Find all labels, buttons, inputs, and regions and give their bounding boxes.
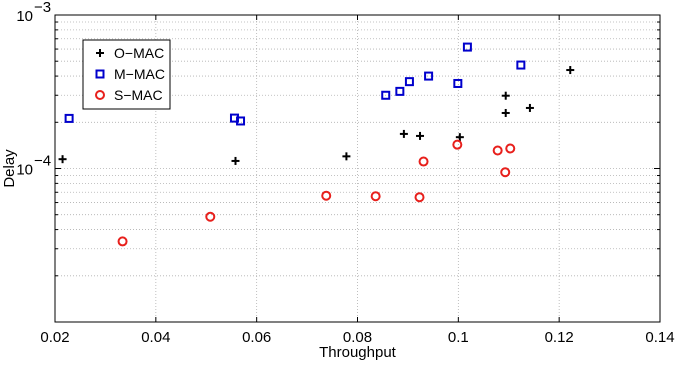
s-mac-point (95, 90, 105, 100)
o-mac-point (501, 108, 510, 117)
m-mac-point (462, 42, 472, 52)
x-tick-label: 0.02 (40, 329, 69, 346)
axis-ticks (54, 15, 661, 322)
x-tick-label: 0.1 (448, 329, 469, 346)
data-series (58, 42, 575, 247)
x-tick-label: 0.06 (242, 329, 271, 346)
m-mac-point (236, 116, 246, 126)
m-mac-point (453, 78, 463, 88)
m-mac-point (64, 113, 74, 123)
s-mac-point (500, 167, 511, 178)
y-tick-label: 10 (16, 8, 33, 25)
y-axis-title: Delay (1, 149, 18, 188)
x-tick-label: 0.14 (645, 329, 674, 346)
o-mac-point (566, 66, 575, 75)
m-mac-point (95, 69, 105, 79)
x-axis-title: Throughput (319, 344, 397, 361)
legend-label: O−MAC (114, 45, 164, 61)
s-mac-point (492, 145, 503, 156)
s-mac-point (205, 211, 216, 222)
m-mac-point (395, 86, 405, 96)
x-tick-label: 0.12 (545, 329, 574, 346)
legend-label: S−MAC (114, 87, 163, 103)
grid-lines (55, 15, 660, 322)
o-mac-point (58, 155, 67, 164)
m-mac-point (424, 71, 434, 81)
s-mac-point (117, 236, 128, 247)
y-tick-exponent: −3 (34, 0, 51, 16)
legend: O−MAC M−MAC S−MAC (82, 39, 171, 110)
o-mac-point (525, 103, 534, 112)
axis-labels: 0.02 0.04 0.06 0.08 0.1 0.12 0.1410−410−3Throu… (1, 0, 675, 361)
legend-label: M−MAC (114, 66, 165, 82)
o-mac-point (342, 152, 351, 161)
s-mac-point (321, 190, 332, 201)
x-tick-label: 0.08 (343, 329, 372, 346)
s-mac-point (418, 156, 429, 167)
s-mac-point (370, 191, 381, 202)
o-mac-point (416, 131, 425, 140)
s-mac-point (414, 192, 425, 203)
o-mac-point (455, 133, 464, 142)
o-mac-point (501, 91, 510, 100)
o-mac-point (96, 49, 104, 57)
o-mac-point (231, 156, 240, 165)
y-tick-exponent: −4 (34, 153, 51, 170)
o-mac-point (399, 129, 408, 138)
x-tick-label: 0.04 (141, 329, 170, 346)
m-mac-point (381, 90, 391, 100)
s-mac-point (505, 143, 516, 154)
y-tick-label: 10 (16, 162, 33, 179)
s-mac-point (452, 139, 463, 150)
m-mac-point (404, 77, 414, 87)
m-mac-point (516, 60, 526, 70)
